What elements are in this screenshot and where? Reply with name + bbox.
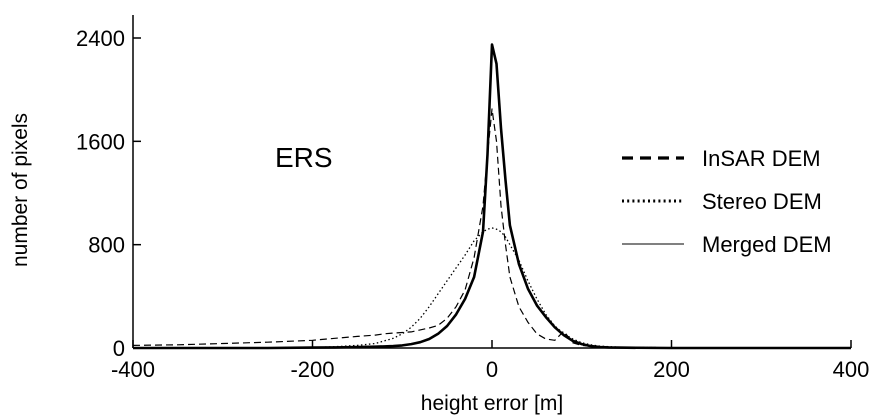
series-line-merged-dem <box>133 43 851 350</box>
x-tick-label: 400 <box>833 357 870 382</box>
x-tick-label: 200 <box>653 357 690 382</box>
y-tick-label: 0 <box>113 336 125 361</box>
y-tick-label: 1600 <box>76 129 125 154</box>
legend: InSAR DEM Stereo DEM Merged DEM <box>622 146 832 257</box>
x-axis-label: height error [m] <box>421 392 563 415</box>
y-tick-label: 2400 <box>76 26 125 51</box>
y-tick-label: 800 <box>88 233 125 258</box>
legend-label: Stereo DEM <box>702 189 822 214</box>
x-tick-label: -400 <box>111 357 155 382</box>
legend-label: InSAR DEM <box>702 146 821 171</box>
chart-annotation: ERS <box>275 142 333 173</box>
series-layer <box>132 43 851 350</box>
axes: 0 800 1600 2400 -400 -200 0 200 400 <box>76 15 869 382</box>
legend-label: Merged DEM <box>702 232 832 257</box>
x-tick-label: -200 <box>290 357 334 382</box>
y-axis-label: number of pixels <box>9 113 32 267</box>
x-tick-label: 0 <box>486 357 498 382</box>
